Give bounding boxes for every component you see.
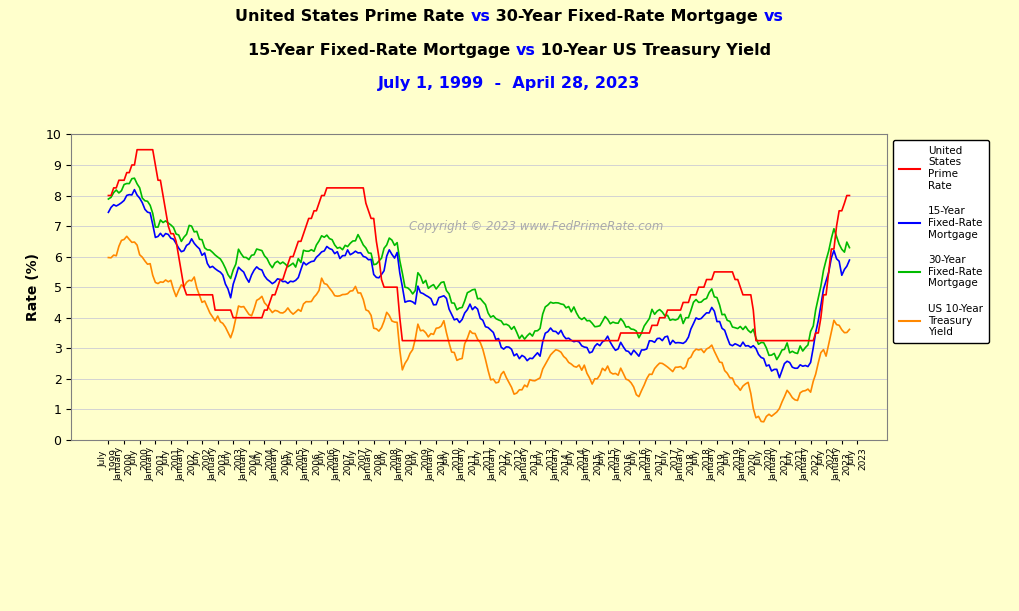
Text: United States Prime Rate: United States Prime Rate — [235, 9, 471, 24]
Text: Copyright © 2023 www.FedPrimeRate.com: Copyright © 2023 www.FedPrimeRate.com — [409, 219, 663, 233]
Text: vs: vs — [516, 43, 535, 58]
Text: vs: vs — [764, 9, 784, 24]
Y-axis label: Rate (%): Rate (%) — [26, 253, 40, 321]
Text: 10-Year US Treasury Yield: 10-Year US Treasury Yield — [535, 43, 771, 58]
Legend: United
States
Prime
Rate, 15-Year
Fixed-Rate
Mortgage, 30-Year
Fixed-Rate
Mortga: United States Prime Rate, 15-Year Fixed-… — [893, 140, 989, 343]
Text: 30-Year Fixed-Rate Mortgage: 30-Year Fixed-Rate Mortgage — [490, 9, 764, 24]
Text: July 1, 1999  -  April 28, 2023: July 1, 1999 - April 28, 2023 — [378, 76, 641, 92]
Text: vs: vs — [471, 9, 490, 24]
Text: 15-Year Fixed-Rate Mortgage: 15-Year Fixed-Rate Mortgage — [248, 43, 516, 58]
